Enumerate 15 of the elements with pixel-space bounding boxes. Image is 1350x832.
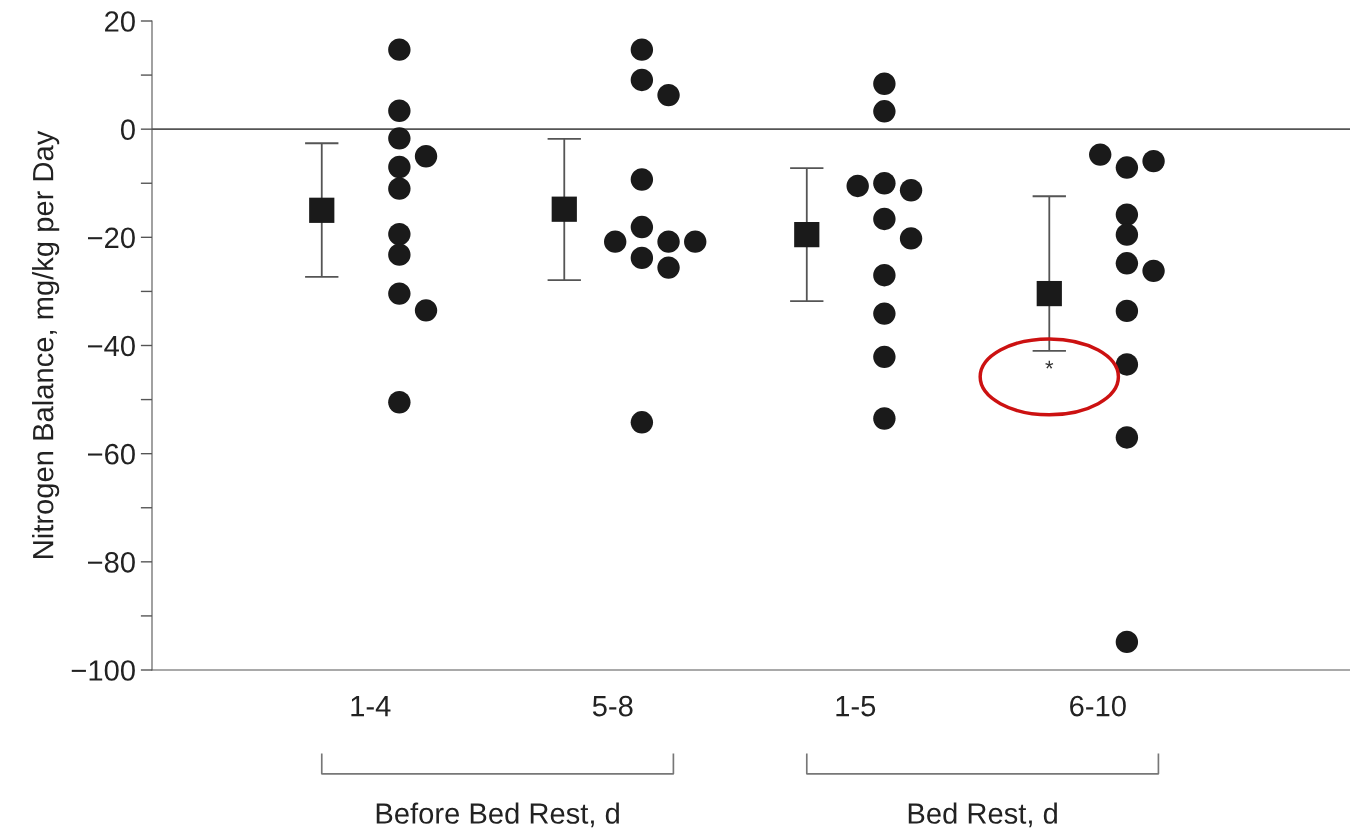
y-tick-label: 20 xyxy=(105,11,135,32)
y-tick-label: −100 xyxy=(71,660,135,681)
text: Before Bed Rest, d xyxy=(376,802,619,828)
y-axis-title: Nitrogen Balance, mg/kg per Day xyxy=(32,130,60,558)
y-tick-label: 0 xyxy=(120,119,135,141)
annotation: * xyxy=(1045,360,1054,369)
y-tick-label: −40 xyxy=(87,335,135,357)
y-tick-label: −80 xyxy=(87,552,135,573)
x-tick-label: 1-4 xyxy=(351,696,391,717)
y-tick-label: −60 xyxy=(87,443,135,465)
x-tick-label: 5-8 xyxy=(592,695,633,717)
text: Bed Rest, d xyxy=(908,802,1057,828)
x-tick-label: 1-5 xyxy=(836,696,876,717)
y-tick-label: −20 xyxy=(87,227,135,249)
x-tick-label: 6-10 xyxy=(1070,695,1126,717)
